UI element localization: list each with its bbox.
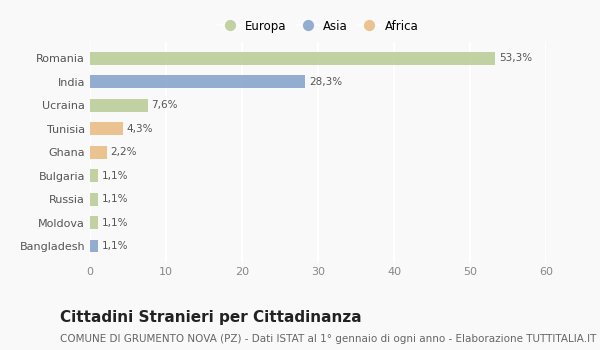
Text: 1,1%: 1,1%: [102, 218, 128, 228]
Bar: [90, 52, 495, 65]
Bar: [90, 76, 305, 88]
Bar: [90, 146, 107, 159]
Text: 53,3%: 53,3%: [499, 54, 532, 63]
Bar: [90, 122, 122, 135]
Text: 4,3%: 4,3%: [127, 124, 153, 134]
Text: COMUNE DI GRUMENTO NOVA (PZ) - Dati ISTAT al 1° gennaio di ogni anno - Elaborazi: COMUNE DI GRUMENTO NOVA (PZ) - Dati ISTA…: [60, 334, 596, 344]
Bar: [90, 193, 98, 205]
Text: 1,1%: 1,1%: [102, 241, 128, 251]
Text: Cittadini Stranieri per Cittadinanza: Cittadini Stranieri per Cittadinanza: [60, 310, 362, 325]
Bar: [90, 169, 98, 182]
Bar: [90, 240, 98, 252]
Text: 1,1%: 1,1%: [102, 194, 128, 204]
Text: 7,6%: 7,6%: [152, 100, 178, 110]
Text: 28,3%: 28,3%: [309, 77, 342, 87]
Text: 1,1%: 1,1%: [102, 171, 128, 181]
Bar: [90, 99, 148, 112]
Legend: Europa, Asia, Africa: Europa, Asia, Africa: [213, 15, 423, 37]
Bar: [90, 216, 98, 229]
Text: 2,2%: 2,2%: [110, 147, 137, 157]
